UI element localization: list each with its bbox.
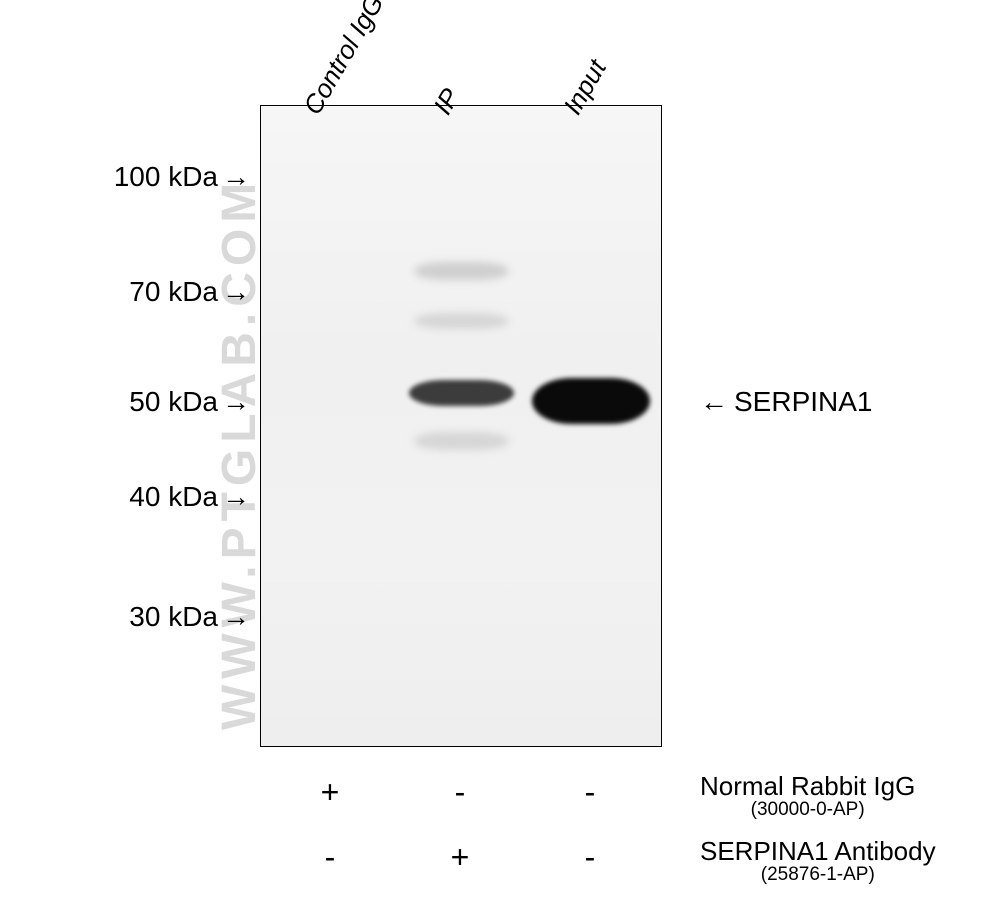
pm-cell: - xyxy=(315,839,345,876)
band xyxy=(414,262,509,280)
pm-cell: + xyxy=(445,839,475,876)
lane-header-control_igg: Control IgG xyxy=(297,0,390,120)
band xyxy=(414,432,509,450)
arrow-right-icon xyxy=(222,481,250,513)
pm-cell: - xyxy=(575,774,605,811)
mw-marker-label: 100 kDa xyxy=(114,161,218,192)
pm-cell: + xyxy=(315,774,345,811)
pm-cell: - xyxy=(575,839,605,876)
mw-marker: 30 kDa xyxy=(0,601,250,633)
pm-cell: - xyxy=(445,774,475,811)
western-blot-figure: WWW.PTGLAB.COM Control IgGIPInput 100 kD… xyxy=(0,0,1000,903)
mw-marker: 70 kDa xyxy=(0,276,250,308)
mw-marker: 100 kDa xyxy=(0,161,250,193)
band xyxy=(409,380,514,406)
band xyxy=(414,313,509,329)
mw-marker: 40 kDa xyxy=(0,481,250,513)
mw-marker-label: 50 kDa xyxy=(129,386,218,417)
arrow-right-icon xyxy=(222,386,250,418)
legend-sublabel: (30000-0-AP) xyxy=(700,800,915,820)
legend-label: Normal Rabbit IgG xyxy=(700,773,915,800)
mw-marker: 50 kDa xyxy=(0,386,250,418)
legend-sublabel: (25876-1-AP) xyxy=(700,865,936,885)
legend-label: SERPINA1 Antibody xyxy=(700,838,936,865)
watermark-text: WWW.PTGLAB.COM xyxy=(212,140,267,730)
band-annotation: SERPINA1 xyxy=(700,386,873,418)
legend-row: SERPINA1 Antibody(25876-1-AP) xyxy=(700,838,936,885)
mw-marker-label: 40 kDa xyxy=(129,481,218,512)
arrow-right-icon xyxy=(222,601,250,633)
arrow-left-icon xyxy=(700,386,734,418)
arrow-right-icon xyxy=(222,276,250,308)
legend-row: Normal Rabbit IgG(30000-0-AP) xyxy=(700,773,915,820)
blot-membrane-inner xyxy=(261,106,661,746)
mw-marker-label: 70 kDa xyxy=(129,276,218,307)
band-annotation-label: SERPINA1 xyxy=(734,386,873,418)
blot-membrane xyxy=(260,105,662,747)
band xyxy=(532,378,650,424)
arrow-right-icon xyxy=(222,161,250,193)
mw-marker-label: 30 kDa xyxy=(129,601,218,632)
